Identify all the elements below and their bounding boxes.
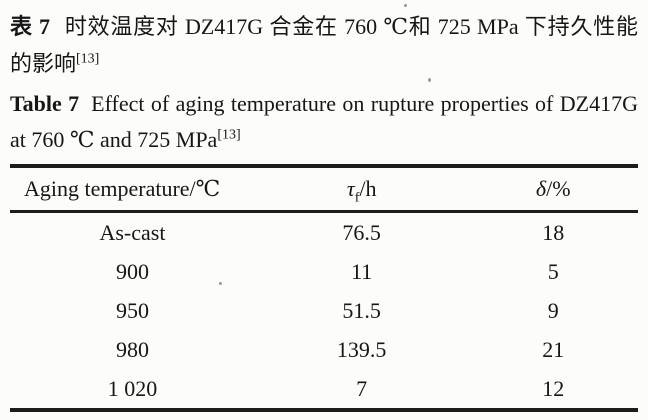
citation-reference-superscript: [13] — [76, 51, 100, 67]
col-header-elongation: δ/% — [468, 166, 638, 213]
cell-rupture-life: 76.5 — [342, 219, 381, 245]
table-caption-english-text: Effect of aging temperature on rupture p… — [10, 91, 638, 152]
cell-aging-temperature: 900 — [115, 258, 149, 284]
col-header-aging-temperature: Aging temperature/℃ — [10, 166, 255, 213]
rupture-life-unit: /h — [359, 176, 377, 201]
citation-reference-superscript: [13] — [217, 127, 241, 143]
cell-elongation: 5 — [547, 258, 559, 284]
cell-rupture-life: 139.5 — [336, 336, 387, 362]
cell-aging-temperature: 950 — [115, 297, 149, 323]
table-row: 980 139.5 21 — [10, 330, 638, 369]
col-header-aging-temperature-label: Aging temperature/℃ — [24, 176, 221, 201]
cell-elongation: 9 — [547, 297, 559, 323]
cell-rupture-life: 7 — [356, 375, 368, 401]
table-row: As-cast 76.5 18 — [10, 212, 638, 253]
cell-elongation: 21 — [542, 336, 565, 362]
cell-rupture-life: 51.5 — [342, 297, 381, 323]
table-row: 950 51.5 9 — [10, 291, 638, 330]
tau-subscript: f — [354, 190, 360, 206]
table-caption-chinese-label: 表 7 — [10, 14, 51, 39]
rupture-properties-table: Aging temperature/℃ τf/h δ/% As-cast 76.… — [10, 164, 638, 412]
cell-aging-temperature: 980 — [115, 336, 149, 362]
delta-symbol: δ — [535, 176, 547, 201]
table-header-row: Aging temperature/℃ τf/h δ/% — [10, 166, 638, 213]
elongation-unit: /% — [546, 176, 571, 201]
scan-speck — [428, 78, 431, 82]
scan-speck — [404, 4, 407, 7]
cell-aging-temperature: 1 020 — [107, 375, 158, 401]
cell-elongation: 18 — [542, 219, 565, 245]
col-header-rupture-life: τf/h — [254, 166, 469, 213]
tau-symbol: τ — [346, 176, 355, 201]
table-row: 1 020 7 12 — [10, 369, 638, 410]
table-caption-english: Table 7 Effect of aging temperature on ru… — [10, 86, 638, 158]
cell-rupture-life: 11 — [351, 258, 373, 284]
cell-aging-temperature: As-cast — [99, 219, 166, 245]
table-row: 900 11 5 — [10, 252, 638, 291]
table-caption-chinese: 表 7 时效温度对 DZ417G 合金在 760 ℃和 725 MPa 下持久性能… — [10, 8, 638, 82]
table-caption-english-label: Table 7 — [10, 91, 80, 116]
scan-speck — [219, 282, 222, 285]
cell-elongation: 12 — [542, 375, 565, 401]
table-caption-chinese-text: 时效温度对 DZ417G 合金在 760 ℃和 725 MPa 下持久性能的影响 — [10, 14, 638, 76]
